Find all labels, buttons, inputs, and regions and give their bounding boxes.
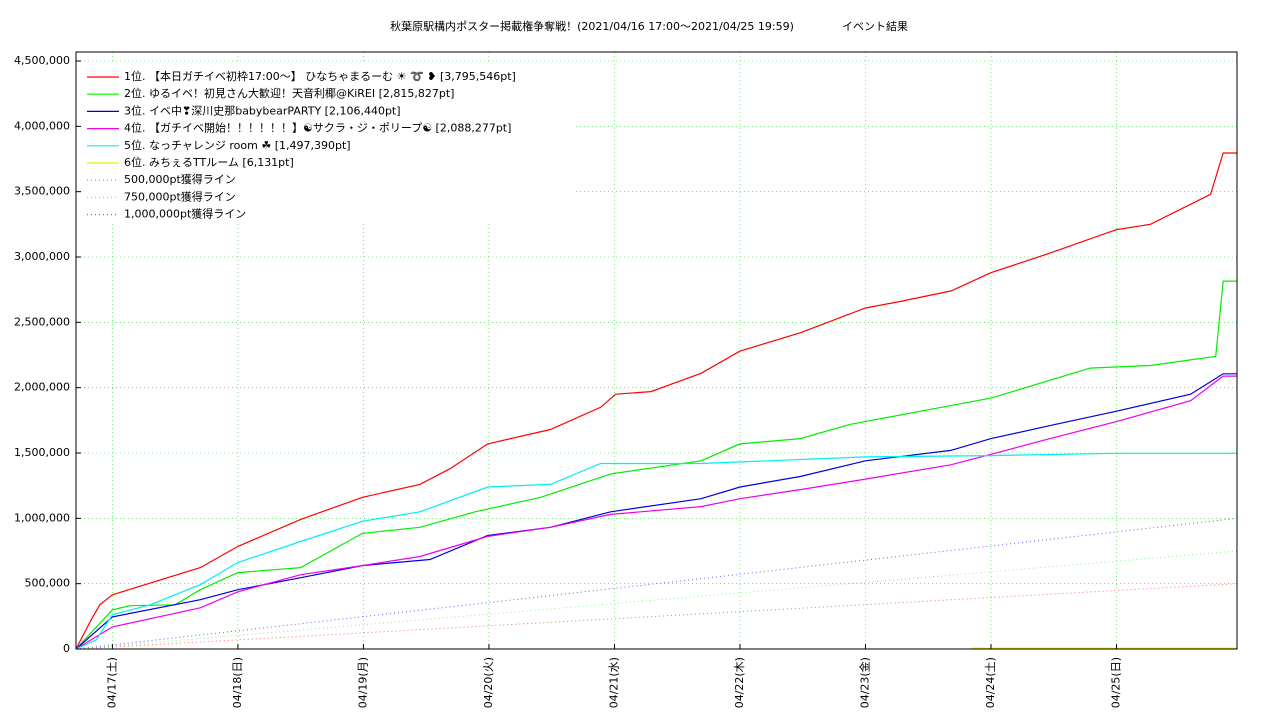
x-tick-label: 04/19(月)	[356, 657, 369, 708]
plot-lines	[75, 152, 1238, 650]
y-tick-label: 500,000	[25, 577, 71, 590]
x-tick-label: 04/18(日)	[231, 657, 244, 708]
x-tick-label: 04/21(水)	[607, 657, 620, 708]
x-tick-label: 04/22(木)	[733, 657, 746, 708]
y-tick-label: 1,000,000	[14, 511, 70, 524]
legend-box	[80, 64, 575, 222]
legend-label: 4位. 【ガチイベ開始！！！！！！】☯サクラ・ジ・ポリープ☯ [2,088,27…	[124, 121, 511, 135]
axes: 0 500,000 1,000,000 1,500,000 2,000,000 2,500…	[14, 54, 1122, 708]
series-line	[75, 452, 1237, 650]
y-tick-label: 2,500,000	[14, 315, 70, 328]
y-tick-label: 0	[63, 642, 70, 655]
legend-label: 750,000pt獲得ライン	[124, 190, 236, 203]
legend-label: 3位. イベ中❣深川史那babybearPARTY [2,106,440pt]	[124, 103, 401, 117]
legend-label: 1,000,000pt獲得ライン	[124, 208, 246, 221]
legend-label: 1位. 【本日ガチイベ初枠17:00〜】 ひなちゃまるーむ ☀ ➰ ❥ [3,7…	[124, 69, 516, 83]
y-tick-label: 3,000,000	[14, 250, 70, 263]
y-tick-label: 4,500,000	[14, 54, 70, 67]
series-line	[75, 152, 1237, 650]
legend-label: 2位. ゆるイベ！初見さん大歓迎！天音利椰@KiREI [2,815,827pt…	[124, 86, 454, 100]
x-tick-label: 04/24(土)	[984, 657, 997, 708]
chart-subtitle: イベント結果	[842, 19, 908, 33]
legend-label: 6位. みちぇるTTルーム [6,131pt]	[124, 155, 294, 169]
x-tick-label: 04/23(金)	[857, 657, 871, 708]
series-line	[75, 280, 1237, 650]
y-tick-label: 1,500,000	[14, 446, 70, 459]
series-line	[75, 375, 1237, 650]
y-tick-label: 4,000,000	[14, 119, 70, 132]
legend-label: 5位. なっチャレンジ room ☘ [1,497,390pt]	[124, 138, 351, 152]
x-tick-label: 04/25(日)	[1110, 657, 1123, 708]
legend-label: 500,000pt獲得ライン	[124, 173, 236, 186]
plot-frame	[75, 51, 1238, 650]
legend: 1位. 【本日ガチイベ初枠17:00〜】 ひなちゃまるーむ ☀ ➰ ❥ [3,7…	[87, 69, 516, 221]
chart-title: 秋葉原駅構内ポスター掲載権争奪戦！(2021/04/16 17:00〜2021/…	[390, 19, 794, 33]
y-tick-label: 2,000,000	[14, 381, 70, 394]
series-line	[75, 517, 1238, 650]
y-tick-label: 3,500,000	[14, 185, 70, 198]
x-tick-label: 04/17(土)	[105, 657, 118, 708]
x-tick-label: 04/20(火)	[482, 657, 495, 708]
